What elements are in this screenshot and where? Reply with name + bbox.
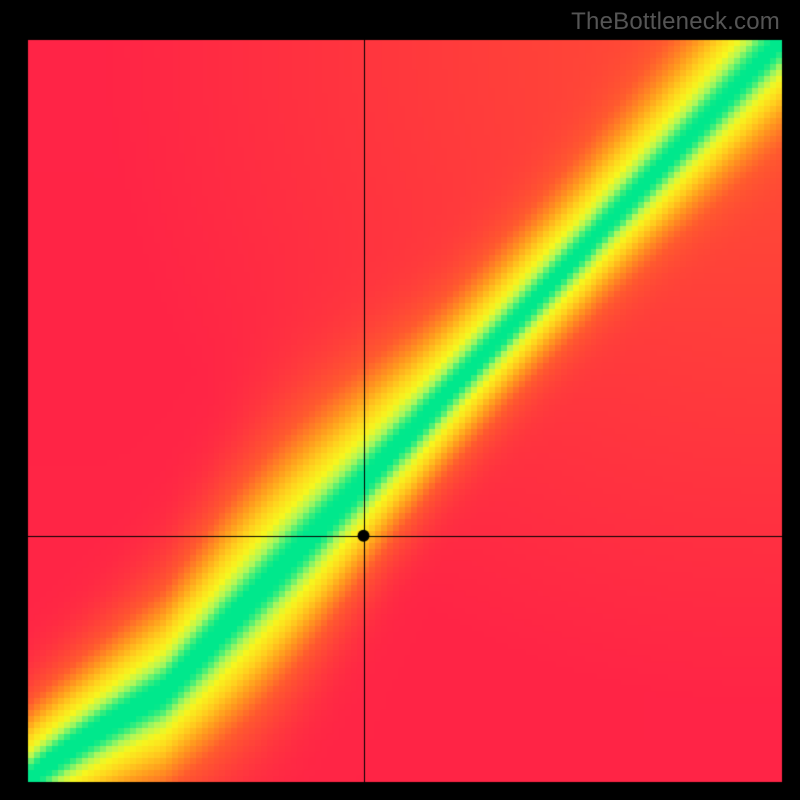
chart-root: TheBottleneck.com (0, 0, 800, 800)
watermark-text: TheBottleneck.com (571, 8, 780, 36)
bottleneck-heatmap (0, 0, 800, 800)
